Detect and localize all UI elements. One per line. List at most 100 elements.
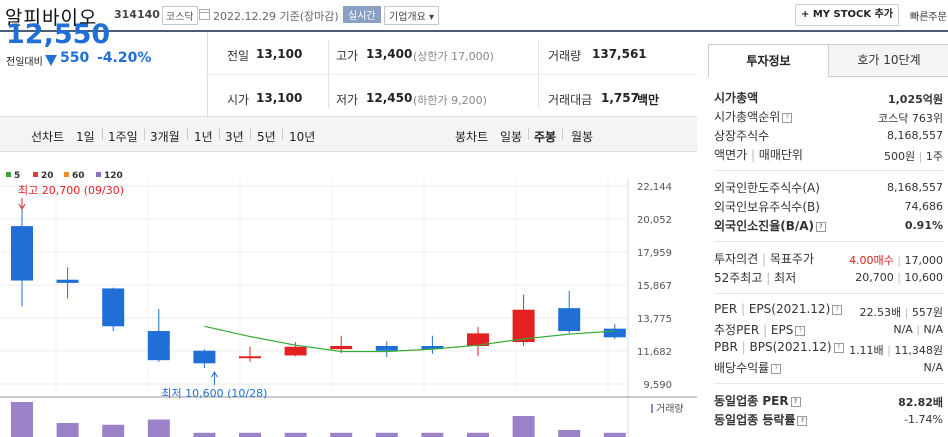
realtime-button[interactable]: 실시간 [343,6,381,23]
candle-body [193,350,216,364]
period-3m[interactable]: 3개월 [150,130,180,144]
company-overview-button[interactable]: 기업개요 ▾ [384,6,440,25]
dividend-value: N/A [923,361,943,374]
add-mystock-button[interactable]: + MY STOCK 추가 [795,4,899,26]
line-chart-label: 선차트 [31,130,65,144]
volume-bar [421,432,444,437]
trade-unit-value: 1주 [925,150,943,163]
amount-label: 거래대금 [548,93,593,107]
volume-bar [558,430,581,437]
market-cap-rank-text: 시가총액순위 [714,110,781,124]
volume-bar [102,424,125,437]
ma5-line [204,325,615,353]
opinion-target-label: 투자의견 | 목표주가 [714,252,815,266]
volume-bars [11,402,626,437]
help-icon[interactable]: ? [771,363,782,374]
period-3y[interactable]: 3년 [225,130,244,144]
help-icon[interactable]: ? [832,304,843,315]
period-1w[interactable]: 1주일 [108,130,138,144]
foreign-limit-label: 외국인한도주식수(A) [714,181,820,195]
target-label: 목표주가 [769,252,815,266]
foreign-limit-value: 8,168,557 [887,181,943,194]
est-per-label: 추정PER [714,323,760,337]
help-icon[interactable]: ? [795,325,806,336]
tab-investment-info[interactable]: 투자정보 [708,44,829,77]
est-eps-label: EPS [770,323,794,337]
candles [11,208,626,369]
candle-body [558,308,581,332]
low-annotation: 최저 10,600 (10/28) [161,387,267,400]
market-cap-value: 1,025억원 [887,93,943,106]
foreign-ratio-label: 외국인소진율(B/A)? [714,217,827,234]
week52-value: 20,700 | 10,600 [855,271,943,284]
candle-body [239,356,261,359]
change-label: 전일대비 [6,57,43,68]
pbr-label: PBR [714,340,738,354]
open-value: 13,100 [256,91,303,105]
week52-low-value: 10,600 [904,271,944,284]
foreign-ratio-value: 0.91% [904,219,943,232]
open-label: 시가 [227,93,250,107]
volume-bar [330,432,353,437]
foreign-ratio-text: 외국인소진율(B/A) [714,219,815,233]
volume-bar [147,419,170,437]
candle-weekly[interactable]: 주봉 [534,130,557,144]
help-icon[interactable]: ? [797,415,808,426]
per-eps-value: 22.53배 | 557원 [859,306,943,319]
company-overview-label: 기업개요 [389,12,426,23]
quick-order-link[interactable]: 빠른주문 [910,12,947,23]
candle-body [11,226,33,281]
candle-body [284,346,307,356]
prev-close-value: 13,100 [256,47,303,61]
help-icon[interactable]: ? [833,342,844,353]
chevron-down-icon: ▾ [429,12,435,23]
legend-label: 60 [72,171,85,181]
current-price: 12,550 [6,19,111,50]
period-1d[interactable]: 1일 [76,130,95,144]
stock-code: 314140 [114,8,160,21]
listed-shares-label: 상장주식수 [714,129,770,143]
est-per-value: N/A [893,323,913,336]
legend-swatch [96,172,101,177]
market-cap-rank-label: 시가총액순위? [714,108,793,125]
help-icon[interactable]: ? [816,221,827,232]
section-divider [714,241,944,242]
candle-body [375,345,398,351]
market-cap-label: 시가총액 [714,91,759,105]
listed-shares-value: 8,168,557 [887,129,943,142]
pbr-value: 1.11배 [849,344,884,357]
period-5y[interactable]: 5년 [257,130,276,144]
foreign-held-label: 외국인보유주식수(B) [714,200,820,214]
section-divider [714,383,944,384]
amount-unit: 백만 [637,93,660,107]
y-tick-label: 11,682 [637,347,672,358]
legend-label: 120 [104,171,123,181]
y-tick-label: 20,052 [637,215,672,226]
low-arrowhead [210,371,218,378]
volume-bar [512,416,535,437]
help-icon[interactable]: ? [790,396,801,407]
volume-label: 거래량 [548,49,582,63]
change-value: 550 [60,50,90,66]
legend-swatch [64,172,69,177]
stats-row-divider [207,74,697,75]
tab-quote-10[interactable]: 호가 10단계 [828,44,948,77]
period-1y[interactable]: 1년 [194,130,213,144]
candle-monthly[interactable]: 월봉 [571,130,594,144]
eps-value: 557원 [911,306,943,319]
volume-bar [603,432,626,437]
volume-value: 137,561 [592,47,647,61]
price-chart[interactable]: 5 20 60 120 22,144 20,052 17,959 15,867 13,775 1… [0,152,697,437]
sector-rate-text: 동일업종 등락률 [714,413,796,427]
sector-rate-value: -1.74% [904,413,943,426]
high-value: 13,400 [366,47,413,61]
week52-high-value: 20,700 [855,271,894,284]
y-tick-label: 15,867 [637,281,672,292]
help-icon[interactable]: ? [782,112,793,123]
base-date: 2022.12.29 기준(장마감) [213,10,339,23]
sector-per-label: 동일업종 PER? [714,392,801,409]
candle-daily[interactable]: 일봉 [500,130,523,144]
section-divider [714,293,944,294]
period-10y[interactable]: 10년 [289,130,316,144]
legend-swatch [6,172,11,177]
